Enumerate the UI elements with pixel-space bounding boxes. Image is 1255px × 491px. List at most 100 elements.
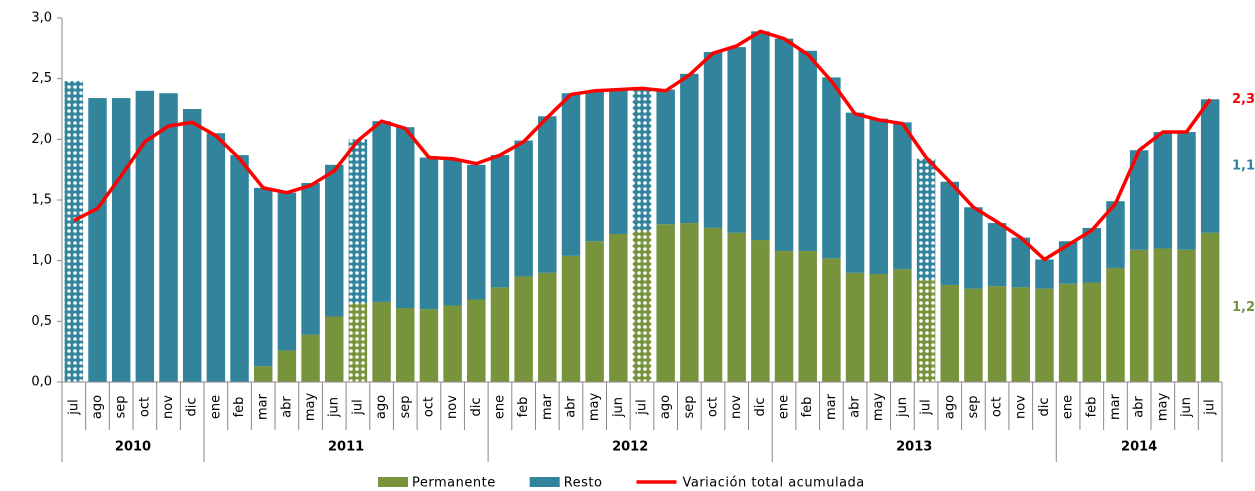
- x-tick-label: abr: [1132, 396, 1147, 418]
- y-tick-label: 1,5: [31, 193, 52, 208]
- x-tick-label: mar: [1108, 393, 1123, 420]
- bar: [1129, 150, 1149, 250]
- bar: [490, 155, 510, 288]
- bar: [916, 158, 936, 281]
- legend-swatch: [378, 477, 408, 487]
- x-tick-label: may: [587, 393, 602, 422]
- bar: [419, 309, 439, 382]
- annotation: 2,3: [1232, 92, 1255, 107]
- x-tick-label: nov: [445, 395, 460, 419]
- bar: [751, 240, 770, 382]
- x-tick-label: ene: [208, 395, 223, 419]
- bar: [1058, 283, 1078, 382]
- y-tick-label: 2,0: [31, 132, 52, 147]
- annotation: 1,2: [1232, 300, 1255, 315]
- x-tick-label: sep: [966, 395, 981, 418]
- bar: [372, 301, 391, 382]
- bar: [111, 98, 131, 382]
- x-tick-label: oct: [706, 397, 721, 417]
- bar: [277, 350, 297, 382]
- x-tick-label: oct: [990, 397, 1005, 417]
- bar: [396, 307, 415, 382]
- bar: [253, 187, 273, 367]
- bar: [774, 38, 794, 251]
- bar: [656, 224, 675, 382]
- bar: [1129, 249, 1149, 382]
- x-tick-label: sep: [682, 395, 697, 418]
- group-label: 2014: [1121, 440, 1157, 455]
- bar: [822, 77, 841, 259]
- bar: [301, 334, 320, 382]
- bar: [325, 316, 344, 382]
- bar: [822, 258, 841, 382]
- legend-label: Resto: [564, 476, 603, 491]
- x-tick-label: jul: [635, 399, 650, 415]
- bar: [538, 116, 557, 273]
- x-tick-label: ago: [90, 395, 105, 419]
- bar: [632, 89, 652, 231]
- bar: [964, 207, 983, 289]
- y-tick-label: 3,0: [31, 11, 52, 26]
- legend-swatch: [529, 477, 560, 487]
- bar: [182, 109, 202, 382]
- bar: [1082, 282, 1102, 382]
- bar: [680, 223, 699, 382]
- bar: [940, 181, 959, 285]
- bar: [869, 274, 888, 382]
- x-tick-label: jun: [327, 397, 342, 418]
- x-tick-label: jul: [919, 399, 934, 415]
- bar: [1082, 227, 1102, 283]
- bar: [538, 272, 557, 382]
- bar: [1153, 132, 1173, 249]
- bar: [1035, 259, 1054, 289]
- bar: [64, 81, 84, 383]
- x-tick-label: ago: [374, 395, 389, 419]
- bar: [940, 284, 959, 382]
- bar: [277, 192, 297, 351]
- bar: [467, 299, 486, 382]
- bar: [514, 140, 533, 277]
- bar: [1177, 249, 1196, 382]
- x-tick-label: feb: [1084, 397, 1099, 418]
- x-tick-label: mar: [256, 393, 271, 420]
- x-tick-label: ago: [942, 395, 957, 419]
- bar: [443, 305, 462, 382]
- bar: [845, 112, 865, 273]
- x-tick-label: mar: [824, 393, 839, 420]
- bar: [609, 233, 628, 382]
- x-tick-label: dic: [753, 397, 768, 416]
- bar: [987, 223, 1007, 287]
- y-tick-label: 2,5: [31, 71, 52, 86]
- annotation: 1,1: [1232, 159, 1255, 174]
- bar: [348, 139, 368, 304]
- x-tick-label: may: [303, 393, 318, 422]
- x-tick-label: ene: [1061, 395, 1076, 419]
- bar: [135, 90, 155, 383]
- bar: [1153, 248, 1173, 382]
- x-tick-label: ene: [777, 395, 792, 419]
- x-tick-label: may: [871, 393, 886, 422]
- group-label: 2011: [328, 440, 364, 455]
- bar: [396, 127, 415, 308]
- bar: [88, 98, 107, 382]
- x-tick-label: feb: [800, 397, 815, 418]
- x-tick-label: ago: [658, 395, 673, 419]
- bar: [656, 89, 675, 225]
- x-tick-label: jul: [350, 399, 365, 415]
- bar: [1106, 201, 1125, 268]
- bar: [253, 366, 273, 382]
- x-tick-label: abr: [848, 396, 863, 418]
- bar: [1035, 288, 1054, 382]
- group-label: 2013: [896, 440, 932, 455]
- x-tick-label: sep: [114, 395, 129, 418]
- bar: [798, 50, 817, 251]
- bar: [1200, 99, 1220, 233]
- x-tick-label: feb: [232, 397, 247, 418]
- x-tick-label: nov: [161, 395, 176, 419]
- bar: [419, 157, 439, 310]
- x-tick-label: jun: [611, 397, 626, 418]
- bar: [561, 255, 581, 382]
- bar: [301, 183, 320, 335]
- x-tick-label: sep: [398, 395, 413, 418]
